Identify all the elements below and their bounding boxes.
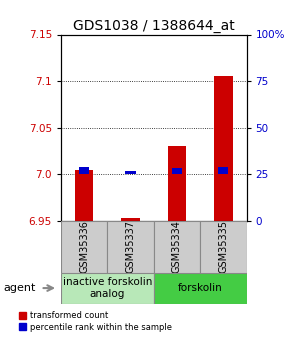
Bar xyxy=(172,168,182,174)
Bar xyxy=(200,221,246,273)
Text: GSM35335: GSM35335 xyxy=(218,220,228,273)
Text: forskolin: forskolin xyxy=(178,283,222,293)
Bar xyxy=(214,77,233,221)
Legend: transformed count, percentile rank within the sample: transformed count, percentile rank withi… xyxy=(19,311,171,332)
Bar xyxy=(218,167,229,174)
Bar xyxy=(61,221,107,273)
Bar xyxy=(168,146,186,221)
Text: inactive forskolin
analog: inactive forskolin analog xyxy=(63,277,152,299)
Text: GSM35337: GSM35337 xyxy=(126,220,135,273)
Text: GSM35336: GSM35336 xyxy=(79,220,89,273)
Bar xyxy=(79,167,89,174)
Text: agent: agent xyxy=(3,283,35,293)
Bar xyxy=(107,221,154,273)
Text: GSM35334: GSM35334 xyxy=(172,220,182,273)
Bar xyxy=(121,218,140,221)
Bar xyxy=(154,273,246,304)
Bar xyxy=(61,273,154,304)
Title: GDS1038 / 1388644_at: GDS1038 / 1388644_at xyxy=(73,19,235,33)
Bar xyxy=(154,221,200,273)
Bar xyxy=(75,170,93,221)
Bar xyxy=(125,171,136,174)
